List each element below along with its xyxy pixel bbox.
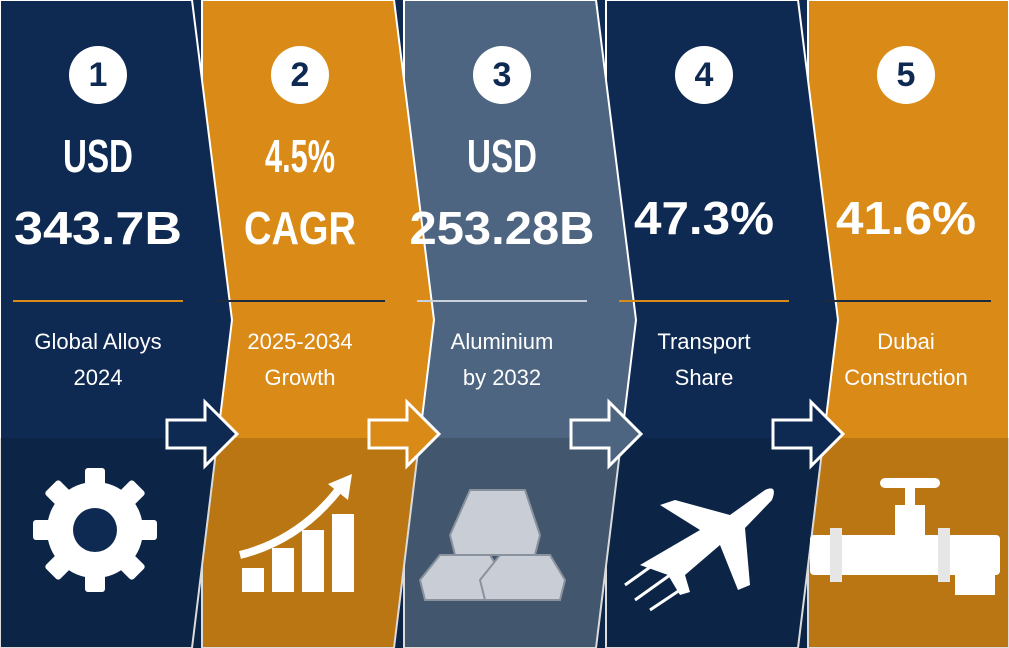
panel-value: 253.28B [410, 202, 595, 254]
panel-label: 2024 [74, 365, 123, 390]
number-badge [69, 46, 127, 104]
panel-number: 1 [89, 56, 108, 94]
panel-content: 1 USD 343.7B Global Alloys 2024 [13, 46, 183, 390]
icons [33, 468, 1000, 612]
panel-content: 2 4.5% CAGR 2025-2034 Growth [215, 46, 385, 390]
panel-label: Aluminium [451, 329, 554, 354]
ingots-icon [418, 489, 567, 601]
panel-value: 343.7B [14, 202, 182, 254]
flow-arrow [569, 398, 644, 470]
panel-label: Share [675, 365, 734, 390]
flow-arrow [165, 398, 240, 470]
plane-icon [624, 488, 774, 612]
panel-value: USD [63, 130, 133, 182]
panel-label: by 2032 [463, 365, 541, 390]
number-badge [675, 46, 733, 104]
flow-arrow [367, 398, 442, 470]
gear-icon [33, 468, 157, 592]
panel-content: 4 47.3% Transport Share [619, 46, 789, 390]
number-badge [473, 46, 531, 104]
pipe-icon [810, 478, 1000, 595]
panel-number: 2 [291, 56, 310, 94]
panel-content: 5 41.6% Dubai Construction [821, 46, 991, 390]
panel-label: Global Alloys [34, 329, 161, 354]
panel-label: Construction [844, 365, 968, 390]
panel-label: 2025-2034 [247, 329, 352, 354]
panel-number: 4 [695, 56, 714, 94]
panel-value: USD [467, 130, 537, 182]
panel-number: 3 [493, 56, 512, 94]
panel-value: 41.6% [836, 192, 976, 244]
number-badge [877, 46, 935, 104]
panel-value: 4.5% [265, 130, 335, 182]
panel-label: Transport [657, 329, 750, 354]
panel-value: 47.3% [634, 192, 774, 244]
growth-icon [239, 474, 354, 592]
panel-number: 5 [897, 56, 916, 94]
flow-arrow [771, 398, 846, 470]
panel-value: CAGR [244, 202, 356, 254]
panel-label: Growth [265, 365, 336, 390]
panel-label: Dubai [877, 329, 934, 354]
panel-content: 3 USD 253.28B Aluminium by 2032 [410, 46, 595, 390]
number-badge [271, 46, 329, 104]
